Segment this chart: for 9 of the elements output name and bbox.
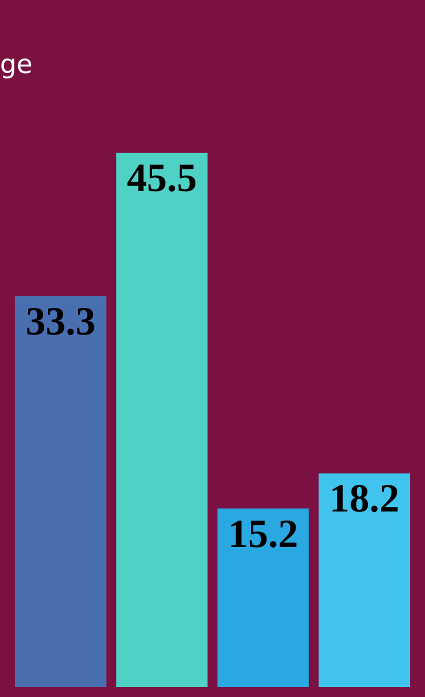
text: ge: [0, 50, 32, 80]
data-label: 45.5: [126, 155, 197, 200]
bar: [217, 508, 309, 687]
data-label: 15.2: [228, 510, 298, 556]
bar: [116, 152, 208, 687]
bar: [318, 473, 410, 687]
bar: [14, 296, 106, 687]
data-label: 33.3: [26, 298, 96, 344]
data-label: 18.2: [329, 476, 400, 521]
